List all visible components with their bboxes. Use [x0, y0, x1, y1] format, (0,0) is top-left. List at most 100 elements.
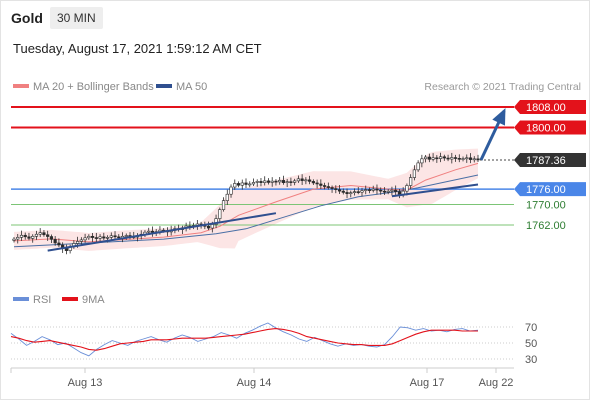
- candle-body: [442, 156, 446, 159]
- forecast-arrow-head: [492, 108, 506, 126]
- candle: [221, 197, 226, 212]
- candle: [446, 154, 450, 162]
- candle: [326, 182, 330, 190]
- candle-body: [304, 179, 308, 182]
- candle-body: [49, 236, 54, 240]
- candle: [379, 187, 383, 195]
- candle: [225, 189, 229, 205]
- trend-line-1: [47, 212, 277, 252]
- candle-body: [379, 189, 383, 192]
- candle: [334, 185, 338, 194]
- candle-body: [221, 200, 226, 210]
- candle: [46, 230, 50, 241]
- candle-body: [468, 157, 473, 160]
- ma9-legend-swatch: [62, 297, 78, 301]
- candle: [296, 175, 300, 183]
- candle: [102, 232, 106, 241]
- ma9-line: [10, 328, 478, 351]
- symbol-label: Gold: [11, 10, 43, 26]
- candle-body: [450, 157, 454, 160]
- candle-body: [341, 190, 345, 193]
- candle: [409, 174, 413, 190]
- candle-body: [345, 192, 349, 195]
- candle: [289, 177, 293, 187]
- ma50-line: [13, 174, 479, 248]
- candle-body: [360, 190, 364, 193]
- candle: [412, 165, 416, 181]
- candle-body: [266, 180, 271, 183]
- candle-body: [375, 188, 379, 191]
- timeframe-button[interactable]: 30 MIN: [50, 7, 103, 29]
- candle: [214, 214, 218, 229]
- level-label-r2: 1808.00: [526, 102, 566, 114]
- ma20-legend-swatch: [13, 84, 29, 88]
- candle-body: [416, 162, 420, 171]
- candle: [79, 237, 83, 246]
- candle-body: [147, 230, 151, 233]
- level-label-s1: 1770.00: [526, 199, 566, 211]
- candle-body: [386, 190, 390, 193]
- candle: [435, 155, 439, 163]
- candle: [442, 154, 446, 161]
- rsi-line: [10, 322, 479, 357]
- candle-body: [319, 183, 323, 186]
- candle-body: [409, 177, 413, 186]
- candle-body: [431, 157, 435, 160]
- candle-body: [236, 183, 241, 186]
- candle: [266, 178, 271, 185]
- candle-body: [308, 179, 312, 182]
- candle-body: [293, 180, 297, 183]
- candle-body: [337, 189, 342, 192]
- level-label-last: 1787.36: [526, 155, 566, 167]
- candle: [315, 179, 319, 189]
- rsi-tick-label: 30: [525, 354, 537, 366]
- candle: [352, 188, 357, 196]
- candle: [98, 234, 102, 242]
- rsi-legend-swatch: [13, 297, 29, 301]
- candle-body: [367, 189, 372, 191]
- ma9-legend-label: 9MA: [82, 294, 105, 306]
- candle: [311, 179, 315, 185]
- candle-body: [57, 242, 61, 246]
- candle: [236, 181, 241, 188]
- candle: [431, 153, 435, 162]
- candle-body: [446, 157, 450, 160]
- candle-body: [274, 180, 278, 183]
- candle: [461, 156, 465, 162]
- candle-body: [19, 234, 24, 238]
- candle: [330, 185, 334, 193]
- candle: [293, 178, 297, 186]
- candle-body: [424, 156, 428, 160]
- candle: [255, 179, 259, 187]
- candle: [244, 178, 248, 189]
- candle: [427, 153, 431, 163]
- candle: [270, 177, 274, 187]
- candle: [57, 238, 61, 248]
- candle-body: [405, 185, 409, 192]
- candle-body: [38, 232, 42, 235]
- candle: [394, 185, 398, 196]
- x-axis: Aug 13 Aug 14 Aug 17 Aug 22: [10, 368, 513, 389]
- candle: [356, 187, 360, 195]
- candle: [23, 232, 27, 240]
- candle: [308, 175, 312, 185]
- candle-body: [461, 158, 465, 160]
- candle-body: [420, 158, 424, 164]
- level-label-r1: 1800.00: [526, 123, 566, 135]
- candle: [83, 233, 87, 243]
- candle: [476, 154, 480, 162]
- candle: [386, 189, 390, 195]
- bollinger-band: [14, 148, 478, 251]
- candle-body: [259, 181, 263, 183]
- candle: [42, 230, 46, 237]
- candle-body: [394, 189, 398, 192]
- x-tick-label: Aug 14: [237, 377, 272, 389]
- candle-body: [218, 209, 222, 219]
- candle-body: [240, 182, 244, 186]
- candle-body: [364, 189, 368, 191]
- candle: [27, 232, 31, 241]
- candle-body: [90, 235, 95, 238]
- candle: [420, 154, 424, 168]
- candle: [87, 234, 91, 240]
